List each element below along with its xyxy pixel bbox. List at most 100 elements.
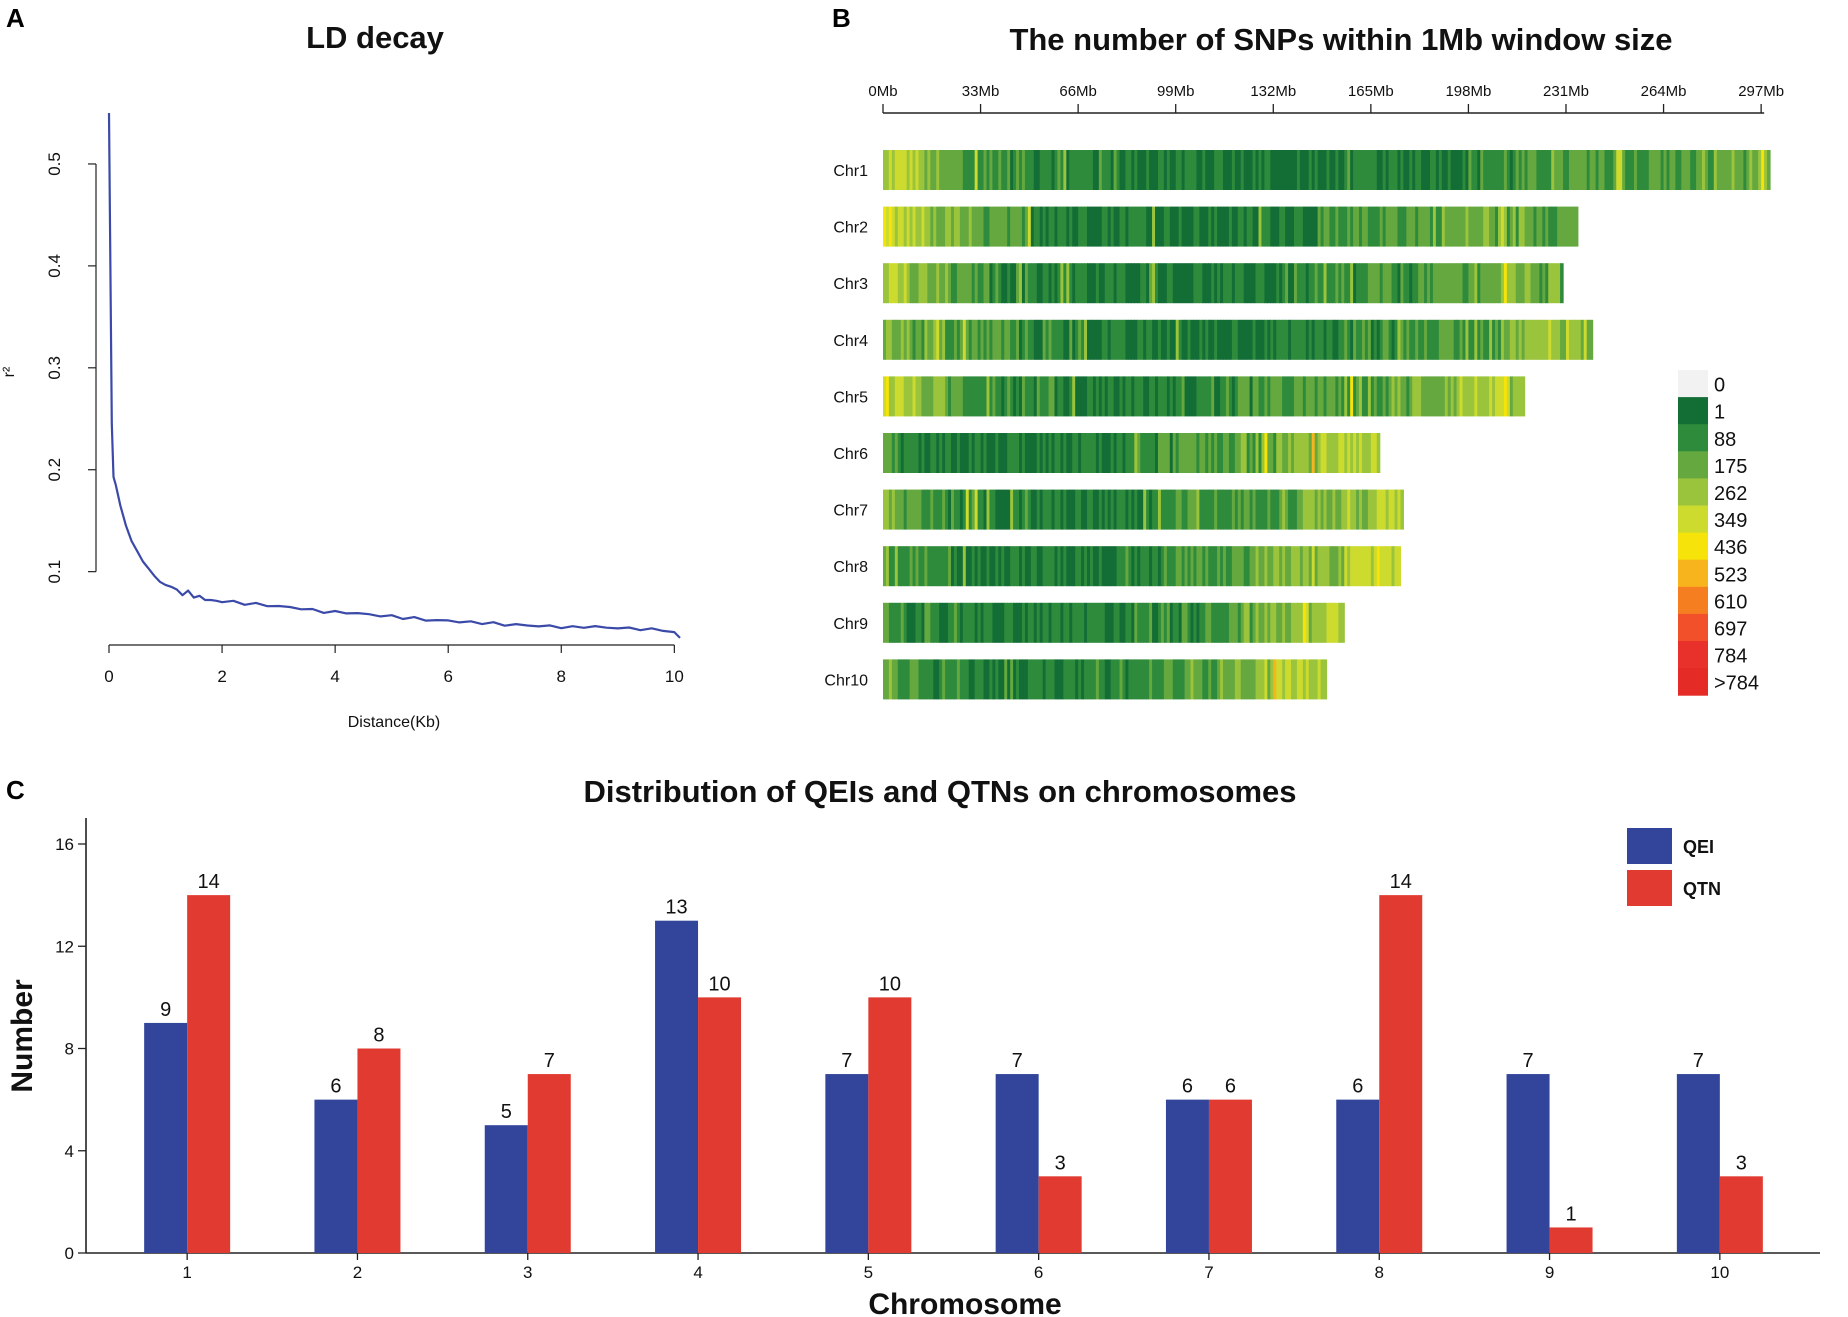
snp-window	[888, 489, 893, 530]
snp-window	[1574, 206, 1579, 247]
snp-window	[965, 319, 970, 360]
snp-window	[1045, 319, 1050, 360]
snp-window	[1157, 602, 1162, 643]
snp-window	[1344, 546, 1348, 587]
snp-window	[1412, 376, 1416, 417]
snp-window	[918, 433, 923, 473]
snp-window	[980, 489, 985, 530]
snp-window	[1314, 489, 1319, 530]
snp-window	[1376, 150, 1381, 190]
snp-window	[1042, 206, 1047, 247]
snp-window	[1302, 659, 1307, 700]
snp-window	[1205, 376, 1209, 417]
snp-window	[1084, 659, 1088, 700]
snp-window	[1293, 263, 1298, 304]
snp-window	[933, 376, 937, 417]
snp-window	[992, 433, 996, 473]
snp-window	[1196, 659, 1200, 700]
qei-qtn-y-tick-label: 12	[55, 937, 74, 956]
snp-window	[953, 433, 958, 473]
snp-window	[1007, 150, 1011, 190]
snp-window	[1450, 206, 1455, 247]
snp-window	[924, 602, 928, 643]
snp-window	[1081, 433, 1085, 473]
snp-window	[1078, 206, 1082, 247]
snp-window	[1347, 263, 1351, 304]
snp-window	[1279, 489, 1283, 530]
snp-window	[1397, 546, 1402, 587]
snp-window	[1418, 206, 1422, 247]
snp-window	[1027, 659, 1032, 700]
snp-window	[1486, 206, 1490, 247]
snp-window	[1421, 150, 1425, 190]
snp-window	[897, 546, 902, 587]
ld-decay-curve-group	[107, 112, 681, 639]
snp-window	[1113, 659, 1118, 700]
snp-window	[1057, 433, 1061, 473]
snp-window	[1542, 206, 1546, 247]
snp-window	[1010, 150, 1014, 190]
snp-window	[1116, 433, 1121, 473]
snp-window	[992, 546, 996, 587]
snp-window	[1409, 150, 1413, 190]
snp-window	[1376, 376, 1381, 417]
snp-window	[945, 263, 949, 304]
snp-window	[1234, 489, 1239, 530]
snp-window	[1400, 489, 1404, 530]
snp-window	[1202, 659, 1206, 700]
snp-window	[1379, 489, 1384, 530]
snp-window	[1261, 602, 1266, 643]
snp-window	[1243, 319, 1248, 360]
snp-window	[1187, 263, 1192, 304]
snp-window	[1548, 206, 1552, 247]
snp-window	[1347, 376, 1351, 417]
snp-window	[1359, 433, 1363, 473]
snp-window	[1231, 376, 1236, 417]
snp-window	[1702, 150, 1706, 190]
snp-window	[965, 489, 970, 530]
snp-window	[915, 489, 920, 530]
snp-window	[1175, 376, 1180, 417]
snp-window	[1223, 489, 1227, 530]
bar-qei	[1676, 1074, 1720, 1253]
snp-window	[1016, 376, 1020, 417]
snp-window	[1231, 319, 1236, 360]
snp-window	[1515, 319, 1520, 360]
snp-window	[1353, 489, 1357, 530]
snp-window	[1122, 433, 1127, 473]
snp-window	[1279, 206, 1283, 247]
qei-qtn-x-tick-label: 2	[353, 1263, 362, 1282]
snp-window	[942, 489, 946, 530]
snp-window	[1489, 263, 1493, 304]
snp-window	[971, 376, 976, 417]
snp-window	[1489, 376, 1493, 417]
snp-window	[1087, 602, 1091, 643]
snp-window	[894, 150, 899, 190]
snp-window	[1081, 150, 1085, 190]
snp-window	[1249, 489, 1254, 530]
snp-window	[1418, 376, 1422, 417]
snp-window	[915, 319, 920, 360]
snp-window	[1190, 319, 1195, 360]
snp-window	[1503, 376, 1508, 417]
snp-window	[1359, 263, 1363, 304]
snp-window	[1016, 206, 1020, 247]
snp-window	[1169, 263, 1174, 304]
snp-window	[1341, 433, 1345, 473]
snp-window	[1249, 206, 1254, 247]
snp-window	[1344, 263, 1348, 304]
snp-window	[1054, 150, 1059, 190]
snp-window	[1054, 433, 1059, 473]
snp-window	[992, 206, 996, 247]
snp-window	[1119, 602, 1124, 643]
snp-window	[1078, 150, 1082, 190]
snp-window	[1359, 150, 1363, 190]
snp-window	[1361, 150, 1366, 190]
snp-window	[1225, 263, 1230, 304]
snp-window	[894, 263, 899, 304]
snp-window	[1140, 433, 1144, 473]
snp-window	[1143, 319, 1147, 360]
snp-window	[1376, 263, 1381, 304]
snp-window	[1128, 546, 1132, 587]
snp-window	[1311, 206, 1316, 247]
